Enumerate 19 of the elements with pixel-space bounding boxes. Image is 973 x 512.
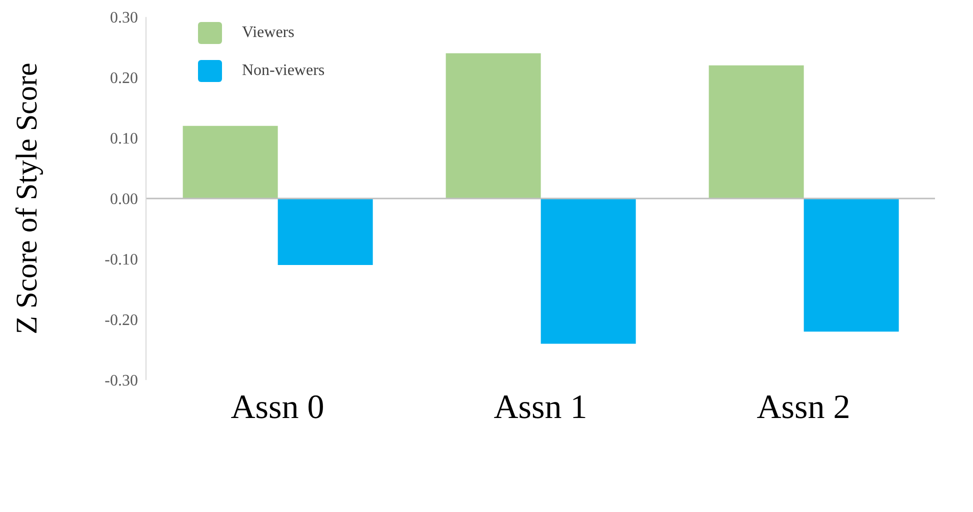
bar	[446, 53, 541, 198]
x-tick-label: Assn 1	[494, 389, 588, 426]
y-axis-title: Z Score of Style Score	[10, 62, 44, 334]
bar	[182, 126, 278, 198]
legend-label: Viewers	[242, 24, 294, 42]
y-tick-label: -0.20	[104, 312, 138, 330]
legend-label: Non-viewers	[242, 62, 325, 80]
y-tick-label: -0.10	[104, 252, 138, 269]
bar	[278, 198, 373, 266]
bar	[540, 198, 636, 344]
y-tick-label: 0.00	[110, 191, 138, 208]
y-tick-label: 0.10	[110, 130, 138, 148]
y-tick-label: 0.30	[110, 10, 138, 27]
y-tick-label: 0.20	[110, 70, 138, 88]
y-tick-label: -0.30	[104, 372, 138, 390]
x-tick-label: Assn 2	[756, 389, 850, 426]
x-tick-label: Assn 0	[230, 389, 324, 426]
bar	[804, 198, 899, 332]
bar	[708, 65, 804, 198]
